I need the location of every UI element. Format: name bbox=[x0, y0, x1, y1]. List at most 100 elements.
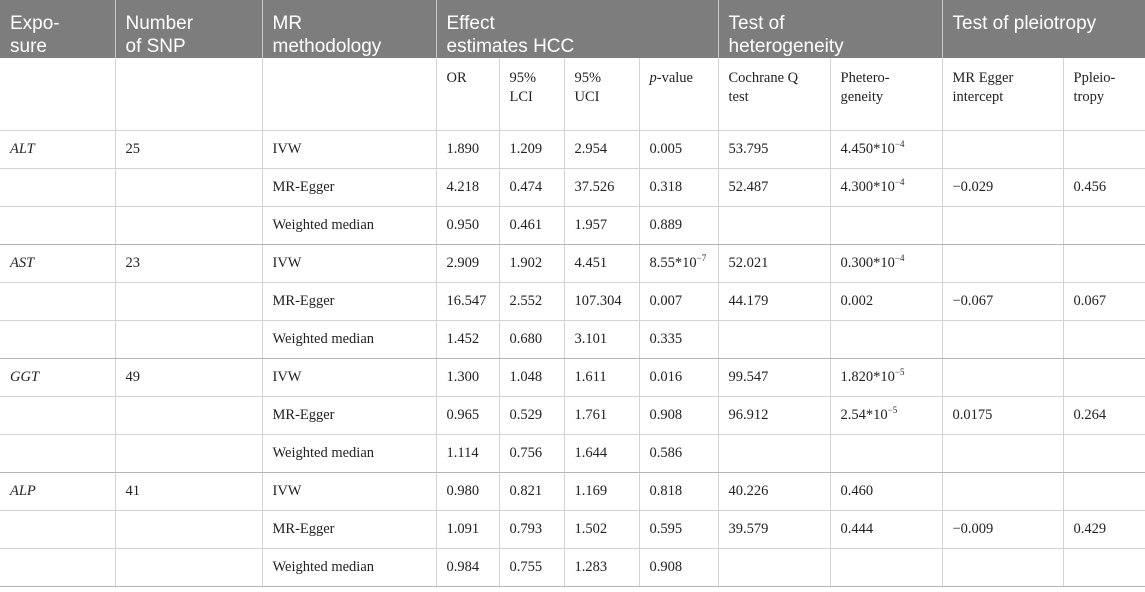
exponent: −7 bbox=[697, 253, 707, 263]
cell-ppleiotropy bbox=[1063, 320, 1145, 358]
cell-lci: 2.552 bbox=[499, 282, 564, 320]
cell-snp bbox=[115, 206, 262, 244]
cell-method: IVW bbox=[262, 358, 436, 396]
cell-egger-intercept: −0.029 bbox=[942, 168, 1063, 206]
header-effect-estimates: Effect estimates HCC bbox=[436, 0, 718, 58]
cell-snp bbox=[115, 434, 262, 472]
cell-lci: 1.209 bbox=[499, 130, 564, 168]
cell-snp bbox=[115, 320, 262, 358]
cell-lci: 0.461 bbox=[499, 206, 564, 244]
cell-or: 1.114 bbox=[436, 434, 499, 472]
cell-or: 1.452 bbox=[436, 320, 499, 358]
cell-method: MR-Egger bbox=[262, 168, 436, 206]
cell-ppleiotropy bbox=[1063, 358, 1145, 396]
cell-egger-intercept bbox=[942, 358, 1063, 396]
table-row: ALT 25 IVW 1.890 1.209 2.954 0.005 53.795 4.450*… bbox=[0, 130, 1145, 168]
header-mr-methodology: MR methodology bbox=[262, 0, 436, 58]
cell-method: MR-Egger bbox=[262, 282, 436, 320]
cell-or: 16.547 bbox=[436, 282, 499, 320]
cell-snp: 41 bbox=[115, 472, 262, 510]
cell-method: Weighted median bbox=[262, 548, 436, 586]
cell-exposure bbox=[0, 168, 115, 206]
cell-egger-intercept bbox=[942, 548, 1063, 586]
subheader-cell bbox=[115, 58, 262, 130]
cell-uci: 1.169 bbox=[564, 472, 639, 510]
table-row: MR-Egger 0.965 0.529 1.761 0.908 96.912 2.54*1… bbox=[0, 396, 1145, 434]
cell-lci: 0.793 bbox=[499, 510, 564, 548]
cell-pheterogeneity: 1.820*10−5 bbox=[830, 358, 942, 396]
cell-p-value: 0.016 bbox=[639, 358, 718, 396]
cell-ppleiotropy bbox=[1063, 244, 1145, 282]
header-row: Expo-sure Number of SNP MR methodology Eff… bbox=[0, 0, 1145, 58]
header-heterogeneity: Test of heterogeneity bbox=[718, 0, 942, 58]
cell-ppleiotropy bbox=[1063, 548, 1145, 586]
exponent: −4 bbox=[895, 177, 905, 187]
cell-method: IVW bbox=[262, 244, 436, 282]
cell-exposure bbox=[0, 206, 115, 244]
cell-egger-intercept bbox=[942, 206, 1063, 244]
cell-exposure bbox=[0, 396, 115, 434]
header-exposure: Expo-sure bbox=[0, 0, 115, 58]
subheader-pheterogeneity: Phetero-geneity bbox=[830, 58, 942, 130]
cell-snp bbox=[115, 396, 262, 434]
cell-pheterogeneity: 4.450*10−4 bbox=[830, 130, 942, 168]
table-row: MR-Egger 1.091 0.793 1.502 0.595 39.579 0.444−… bbox=[0, 510, 1145, 548]
cell-cochrane-q: 39.579 bbox=[718, 510, 830, 548]
cell-lci: 0.529 bbox=[499, 396, 564, 434]
cell-egger-intercept bbox=[942, 130, 1063, 168]
cell-p-value: 0.335 bbox=[639, 320, 718, 358]
cell-cochrane-q: 44.179 bbox=[718, 282, 830, 320]
cell-p-value: 0.586 bbox=[639, 434, 718, 472]
cell-cochrane-q: 99.547 bbox=[718, 358, 830, 396]
cell-or: 1.300 bbox=[436, 358, 499, 396]
header-number-of-snp: Number of SNP bbox=[115, 0, 262, 58]
cell-or: 0.980 bbox=[436, 472, 499, 510]
cell-p-value: 0.007 bbox=[639, 282, 718, 320]
cell-uci: 107.304 bbox=[564, 282, 639, 320]
cell-uci: 1.283 bbox=[564, 548, 639, 586]
cell-cochrane-q: 40.226 bbox=[718, 472, 830, 510]
cell-pheterogeneity: 0.460 bbox=[830, 472, 942, 510]
exponent: −5 bbox=[888, 405, 898, 415]
cell-lci: 0.474 bbox=[499, 168, 564, 206]
cell-snp bbox=[115, 168, 262, 206]
cell-snp bbox=[115, 548, 262, 586]
cell-p-value: 0.818 bbox=[639, 472, 718, 510]
table-row: Weighted median 1.452 0.680 3.101 0.335 bbox=[0, 320, 1145, 358]
cell-snp bbox=[115, 510, 262, 548]
cell-egger-intercept bbox=[942, 434, 1063, 472]
table-row: AST 23 IVW 2.909 1.902 4.451 8.55*10−7 52.021 0.… bbox=[0, 244, 1145, 282]
cell-exposure bbox=[0, 320, 115, 358]
cell-exposure bbox=[0, 282, 115, 320]
cell-egger-intercept bbox=[942, 320, 1063, 358]
cell-exposure: ALT bbox=[0, 130, 115, 168]
cell-pheterogeneity bbox=[830, 434, 942, 472]
cell-cochrane-q bbox=[718, 206, 830, 244]
cell-ppleiotropy bbox=[1063, 130, 1145, 168]
cell-pheterogeneity bbox=[830, 548, 942, 586]
cell-method: MR-Egger bbox=[262, 510, 436, 548]
cell-p-value: 0.908 bbox=[639, 396, 718, 434]
subheader-or: OR bbox=[436, 58, 499, 130]
cell-pheterogeneity: 2.54*10−5 bbox=[830, 396, 942, 434]
cell-cochrane-q: 52.021 bbox=[718, 244, 830, 282]
table-row: MR-Egger 16.547 2.552 107.304 0.007 44.179 0.0… bbox=[0, 282, 1145, 320]
subheader-ppleiotropy: Ppleio-tropy bbox=[1063, 58, 1145, 130]
cell-uci: 37.526 bbox=[564, 168, 639, 206]
cell-p-value: 0.595 bbox=[639, 510, 718, 548]
cell-cochrane-q: 52.487 bbox=[718, 168, 830, 206]
subheader-lci: 95% LCI bbox=[499, 58, 564, 130]
cell-pheterogeneity bbox=[830, 206, 942, 244]
cell-uci: 1.761 bbox=[564, 396, 639, 434]
cell-lci: 0.821 bbox=[499, 472, 564, 510]
cell-egger-intercept: −0.009 bbox=[942, 510, 1063, 548]
cell-exposure bbox=[0, 510, 115, 548]
cell-lci: 0.755 bbox=[499, 548, 564, 586]
cell-snp: 49 bbox=[115, 358, 262, 396]
subheader-p-value: p-value bbox=[639, 58, 718, 130]
cell-p-value: 0.889 bbox=[639, 206, 718, 244]
cell-lci: 1.902 bbox=[499, 244, 564, 282]
